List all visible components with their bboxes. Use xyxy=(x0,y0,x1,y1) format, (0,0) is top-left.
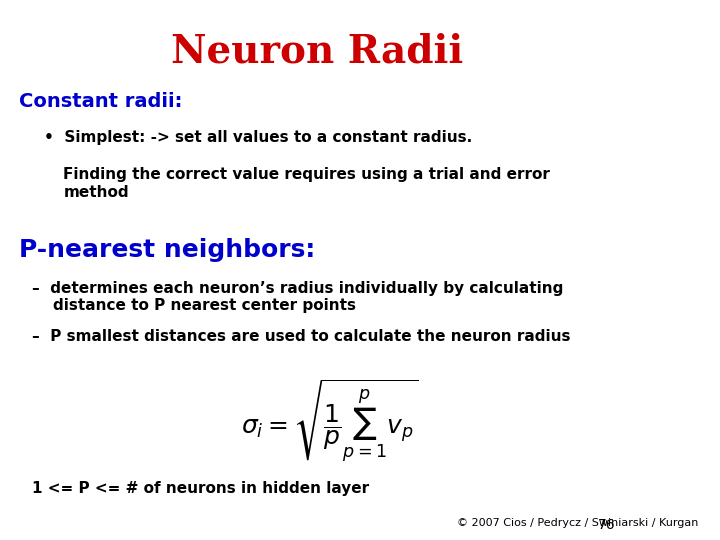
Text: $\sigma_i = \sqrt{\dfrac{1}{p}\sum_{p=1}^{p} v_p}$: $\sigma_i = \sqrt{\dfrac{1}{p}\sum_{p=1}… xyxy=(241,378,418,465)
Text: Constant radii:: Constant radii: xyxy=(19,92,182,111)
Text: © 2007 Cios / Pedrycz / Swiniarski / Kurgan: © 2007 Cios / Pedrycz / Swiniarski / Kur… xyxy=(457,518,698,529)
Text: •  Simplest: -> set all values to a constant radius.: • Simplest: -> set all values to a const… xyxy=(45,130,473,145)
Text: Neuron Radii: Neuron Radii xyxy=(171,32,464,70)
Text: 76: 76 xyxy=(598,518,616,532)
Text: 1 <= P <= # of neurons in hidden layer: 1 <= P <= # of neurons in hidden layer xyxy=(32,481,369,496)
Text: P-nearest neighbors:: P-nearest neighbors: xyxy=(19,238,315,261)
Text: Finding the correct value requires using a trial and error
method: Finding the correct value requires using… xyxy=(63,167,550,200)
Text: –  determines each neuron’s radius individually by calculating
    distance to P: – determines each neuron’s radius indivi… xyxy=(32,281,563,313)
Text: –  P smallest distances are used to calculate the neuron radius: – P smallest distances are used to calcu… xyxy=(32,329,570,345)
